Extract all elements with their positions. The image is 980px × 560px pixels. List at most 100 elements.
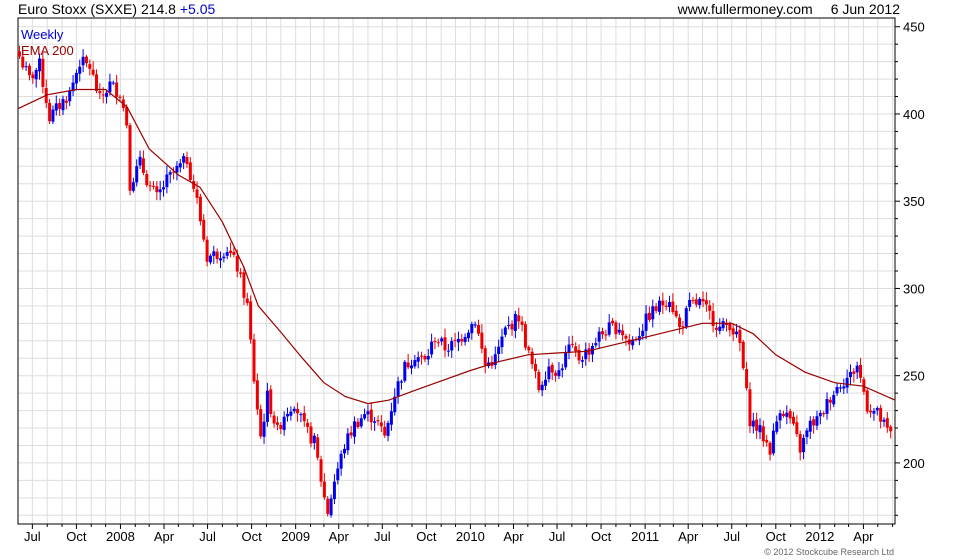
- bar-body: [168, 172, 172, 175]
- weekly-bar: [748, 382, 752, 434]
- bar-body: [845, 377, 849, 388]
- bar-body: [745, 369, 749, 389]
- bar-body: [81, 56, 85, 66]
- bar-body: [195, 189, 199, 198]
- weekly-bar: [570, 335, 574, 348]
- bar-body: [31, 74, 35, 79]
- weekly-bar: [771, 423, 775, 456]
- weekly-bar: [58, 98, 62, 116]
- weekly-bar: [416, 351, 420, 369]
- weekly-bar: [587, 342, 591, 362]
- bar-body: [681, 326, 685, 328]
- weekly-bar: [440, 336, 444, 346]
- bar-body: [98, 91, 102, 94]
- weekly-bar: [463, 333, 467, 346]
- bar-body: [631, 339, 635, 346]
- weekly-bar: [366, 404, 370, 422]
- weekly-bar: [500, 328, 504, 354]
- weekly-bar: [282, 411, 286, 436]
- weekly-bar: [239, 268, 243, 278]
- bar-body: [54, 103, 58, 111]
- bar-body: [111, 82, 115, 84]
- weekly-bar: [88, 59, 92, 76]
- bar-body: [795, 422, 799, 435]
- bar-body: [145, 174, 149, 186]
- weekly-bar: [523, 321, 527, 351]
- weekly-bar: [322, 473, 326, 500]
- bar-body: [188, 162, 192, 180]
- weekly-bar: [349, 425, 353, 439]
- bar-body: [544, 379, 548, 386]
- last-price: 214.8: [140, 1, 176, 17]
- bar-body: [440, 338, 444, 342]
- bar-body: [815, 416, 819, 426]
- bar-body: [651, 306, 655, 320]
- bar-body: [497, 346, 501, 354]
- bar-body: [688, 300, 692, 307]
- weekly-bar: [68, 86, 72, 107]
- weekly-bar: [527, 345, 531, 354]
- bar-body: [225, 252, 229, 256]
- weekly-bar: [353, 416, 357, 444]
- bar-body: [115, 82, 119, 97]
- weekly-bar: [533, 358, 537, 379]
- bar-body: [872, 410, 876, 414]
- x-tick-label: Apr: [329, 529, 350, 544]
- weekly-bar: [436, 338, 440, 347]
- bar-body: [838, 387, 842, 389]
- bar-body: [668, 302, 672, 308]
- bar-body: [748, 389, 752, 427]
- weekly-bar: [584, 342, 588, 366]
- bar-body: [275, 422, 279, 425]
- x-tick-label: 2010: [456, 529, 485, 544]
- bar-body: [470, 324, 474, 334]
- bar-body: [493, 354, 497, 366]
- bar-body: [550, 364, 554, 373]
- bar-body: [644, 313, 648, 331]
- weekly-bar: [644, 305, 648, 339]
- bar-body: [557, 370, 561, 377]
- bar-body: [215, 251, 219, 260]
- weekly-bar: [229, 242, 233, 258]
- bar-body: [537, 371, 541, 390]
- weekly-bar: [711, 302, 715, 333]
- bar-body: [420, 355, 424, 357]
- bar-body: [808, 420, 812, 432]
- bar-body: [64, 100, 68, 103]
- bar-body: [661, 300, 665, 306]
- bar-body: [443, 337, 447, 351]
- weekly-bar: [178, 158, 182, 173]
- bar-body: [319, 459, 323, 482]
- legend-ema: EMA 200: [21, 43, 74, 58]
- weekly-bar: [466, 329, 470, 342]
- weekly-bar: [342, 444, 346, 459]
- bar-body: [68, 90, 72, 102]
- x-tick-label: 2012: [805, 529, 834, 544]
- bar-body: [436, 342, 440, 344]
- weekly-bar: [299, 412, 303, 423]
- weekly-bar: [64, 95, 68, 110]
- weekly-bar: [222, 252, 226, 263]
- bar-body: [842, 386, 846, 389]
- bar-body: [627, 339, 631, 345]
- weekly-bar: [279, 422, 283, 435]
- weekly-bar: [879, 404, 883, 429]
- weekly-bar: [31, 71, 35, 84]
- weekly-bar: [664, 300, 668, 311]
- weekly-bar: [788, 408, 792, 424]
- website-link[interactable]: www.fullermoney.com: [677, 1, 813, 17]
- bar-body: [376, 420, 380, 422]
- weekly-bar: [684, 305, 688, 330]
- weekly-bar: [678, 314, 682, 334]
- weekly-bar: [232, 247, 236, 258]
- bar-body: [597, 331, 601, 342]
- weekly-bar: [554, 370, 558, 382]
- bar-body: [507, 324, 511, 326]
- weekly-bar: [798, 430, 802, 461]
- bar-body: [88, 64, 92, 69]
- weekly-bar: [875, 406, 879, 416]
- x-tick-label: Oct: [416, 529, 437, 544]
- bar-body: [540, 384, 544, 391]
- bar-body: [423, 355, 427, 360]
- weekly-bar: [624, 333, 628, 346]
